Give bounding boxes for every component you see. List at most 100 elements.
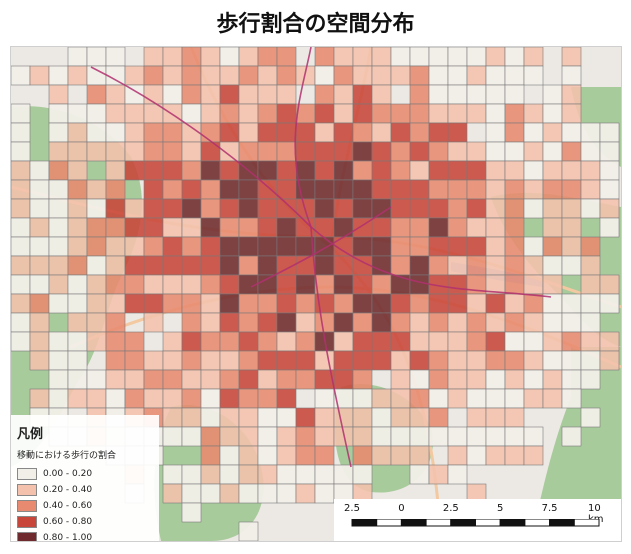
scale-bar-label: 5 xyxy=(497,503,504,514)
grid-cell xyxy=(105,350,126,371)
grid-cell xyxy=(219,426,240,447)
grid-cell xyxy=(352,426,373,447)
grid-cell xyxy=(409,445,430,466)
grid-cell xyxy=(86,65,107,86)
scale-bar-label: 7.5 xyxy=(541,503,558,514)
grid-cell xyxy=(181,350,202,371)
grid-cell xyxy=(447,350,468,371)
grid-cell xyxy=(276,141,297,162)
grid-cell xyxy=(409,65,430,86)
grid-cell xyxy=(485,350,506,371)
grid-cell xyxy=(86,274,107,295)
grid-cell xyxy=(124,293,145,314)
grid-cell xyxy=(542,255,563,276)
grid-cell xyxy=(561,47,582,67)
grid-cell xyxy=(428,160,449,181)
scale-bar-segment xyxy=(376,519,402,527)
grid-cell xyxy=(124,217,145,238)
legend-row: 0.60 - 0.80 xyxy=(17,514,159,530)
grid-cell xyxy=(428,369,449,390)
grid-cell xyxy=(428,312,449,333)
grid-cell xyxy=(352,388,373,409)
grid-cell xyxy=(447,426,468,447)
grid-cell xyxy=(181,483,202,504)
grid-cell xyxy=(542,122,563,143)
grid-cell xyxy=(48,293,69,314)
map-panel[interactable]: 凡例 移動における歩行の割合 0.00 - 0.20 0.20 - 0.40 0.4… xyxy=(10,46,622,542)
grid-cell xyxy=(447,293,468,314)
grid-cell xyxy=(523,274,544,295)
grid-cell xyxy=(580,160,601,181)
grid-cell xyxy=(276,483,297,504)
grid-cell xyxy=(238,350,259,371)
grid-cell xyxy=(542,141,563,162)
grid-cell xyxy=(580,122,601,143)
grid-cell xyxy=(105,312,126,333)
grid-cell xyxy=(105,255,126,276)
grid-cell xyxy=(466,426,487,447)
grid-cell xyxy=(67,331,88,352)
grid-cell xyxy=(86,255,107,276)
grid-cell xyxy=(314,47,335,67)
grid-cell xyxy=(162,179,183,200)
grid-cell xyxy=(371,179,392,200)
grid-cell xyxy=(295,483,316,504)
grid-cell xyxy=(542,179,563,200)
grid-cell xyxy=(181,274,202,295)
scale-bar-segment xyxy=(549,519,575,527)
grid-cell xyxy=(504,331,525,352)
scale-bar-segment xyxy=(351,519,378,527)
grid-cell xyxy=(29,255,50,276)
legend-swatch xyxy=(17,516,37,528)
grid-cell xyxy=(124,236,145,257)
grid-cell xyxy=(314,445,335,466)
grid-cell xyxy=(523,47,544,67)
grid-cell xyxy=(333,274,354,295)
grid-cell xyxy=(105,236,126,257)
rail-line xyxy=(310,226,352,468)
grid-cell xyxy=(200,331,221,352)
grid-cell xyxy=(371,103,392,124)
grid-cell xyxy=(48,255,69,276)
grid-cell xyxy=(428,198,449,219)
grid-cell xyxy=(390,407,411,428)
grid-cell xyxy=(143,350,164,371)
grid-cell xyxy=(219,217,240,238)
grid-cell xyxy=(333,84,354,105)
grid-cell xyxy=(200,217,221,238)
grid-cell xyxy=(276,445,297,466)
grid-cell xyxy=(181,236,202,257)
grid-cell xyxy=(447,47,468,67)
grid-cell xyxy=(447,217,468,238)
grid-cell-layer xyxy=(11,47,620,541)
grid-cell xyxy=(599,160,620,181)
grid-cell xyxy=(105,179,126,200)
grid-cell xyxy=(200,198,221,219)
grid-cell xyxy=(181,426,202,447)
grid-cell xyxy=(29,179,50,200)
choropleth-map xyxy=(11,47,621,541)
grid-cell xyxy=(333,350,354,371)
grid-cell xyxy=(200,179,221,200)
grid-cell xyxy=(276,369,297,390)
grid-cell xyxy=(124,122,145,143)
grid-cell xyxy=(295,122,316,143)
grid-cell xyxy=(257,483,278,504)
grid-cell xyxy=(219,103,240,124)
grid-cell xyxy=(257,407,278,428)
grid-cell xyxy=(276,160,297,181)
grid-cell xyxy=(352,293,373,314)
grid-cell xyxy=(48,141,69,162)
grid-cell xyxy=(371,350,392,371)
grid-cell xyxy=(466,236,487,257)
grid-cell xyxy=(124,160,145,181)
grid-cell xyxy=(200,350,221,371)
grid-cell xyxy=(409,255,430,276)
grid-cell xyxy=(295,464,316,485)
grid-cell xyxy=(86,47,107,67)
grid-cell xyxy=(162,84,183,105)
grid-cell xyxy=(504,426,525,447)
grid-cell xyxy=(504,65,525,86)
grid-cell xyxy=(181,369,202,390)
grid-cell xyxy=(466,312,487,333)
